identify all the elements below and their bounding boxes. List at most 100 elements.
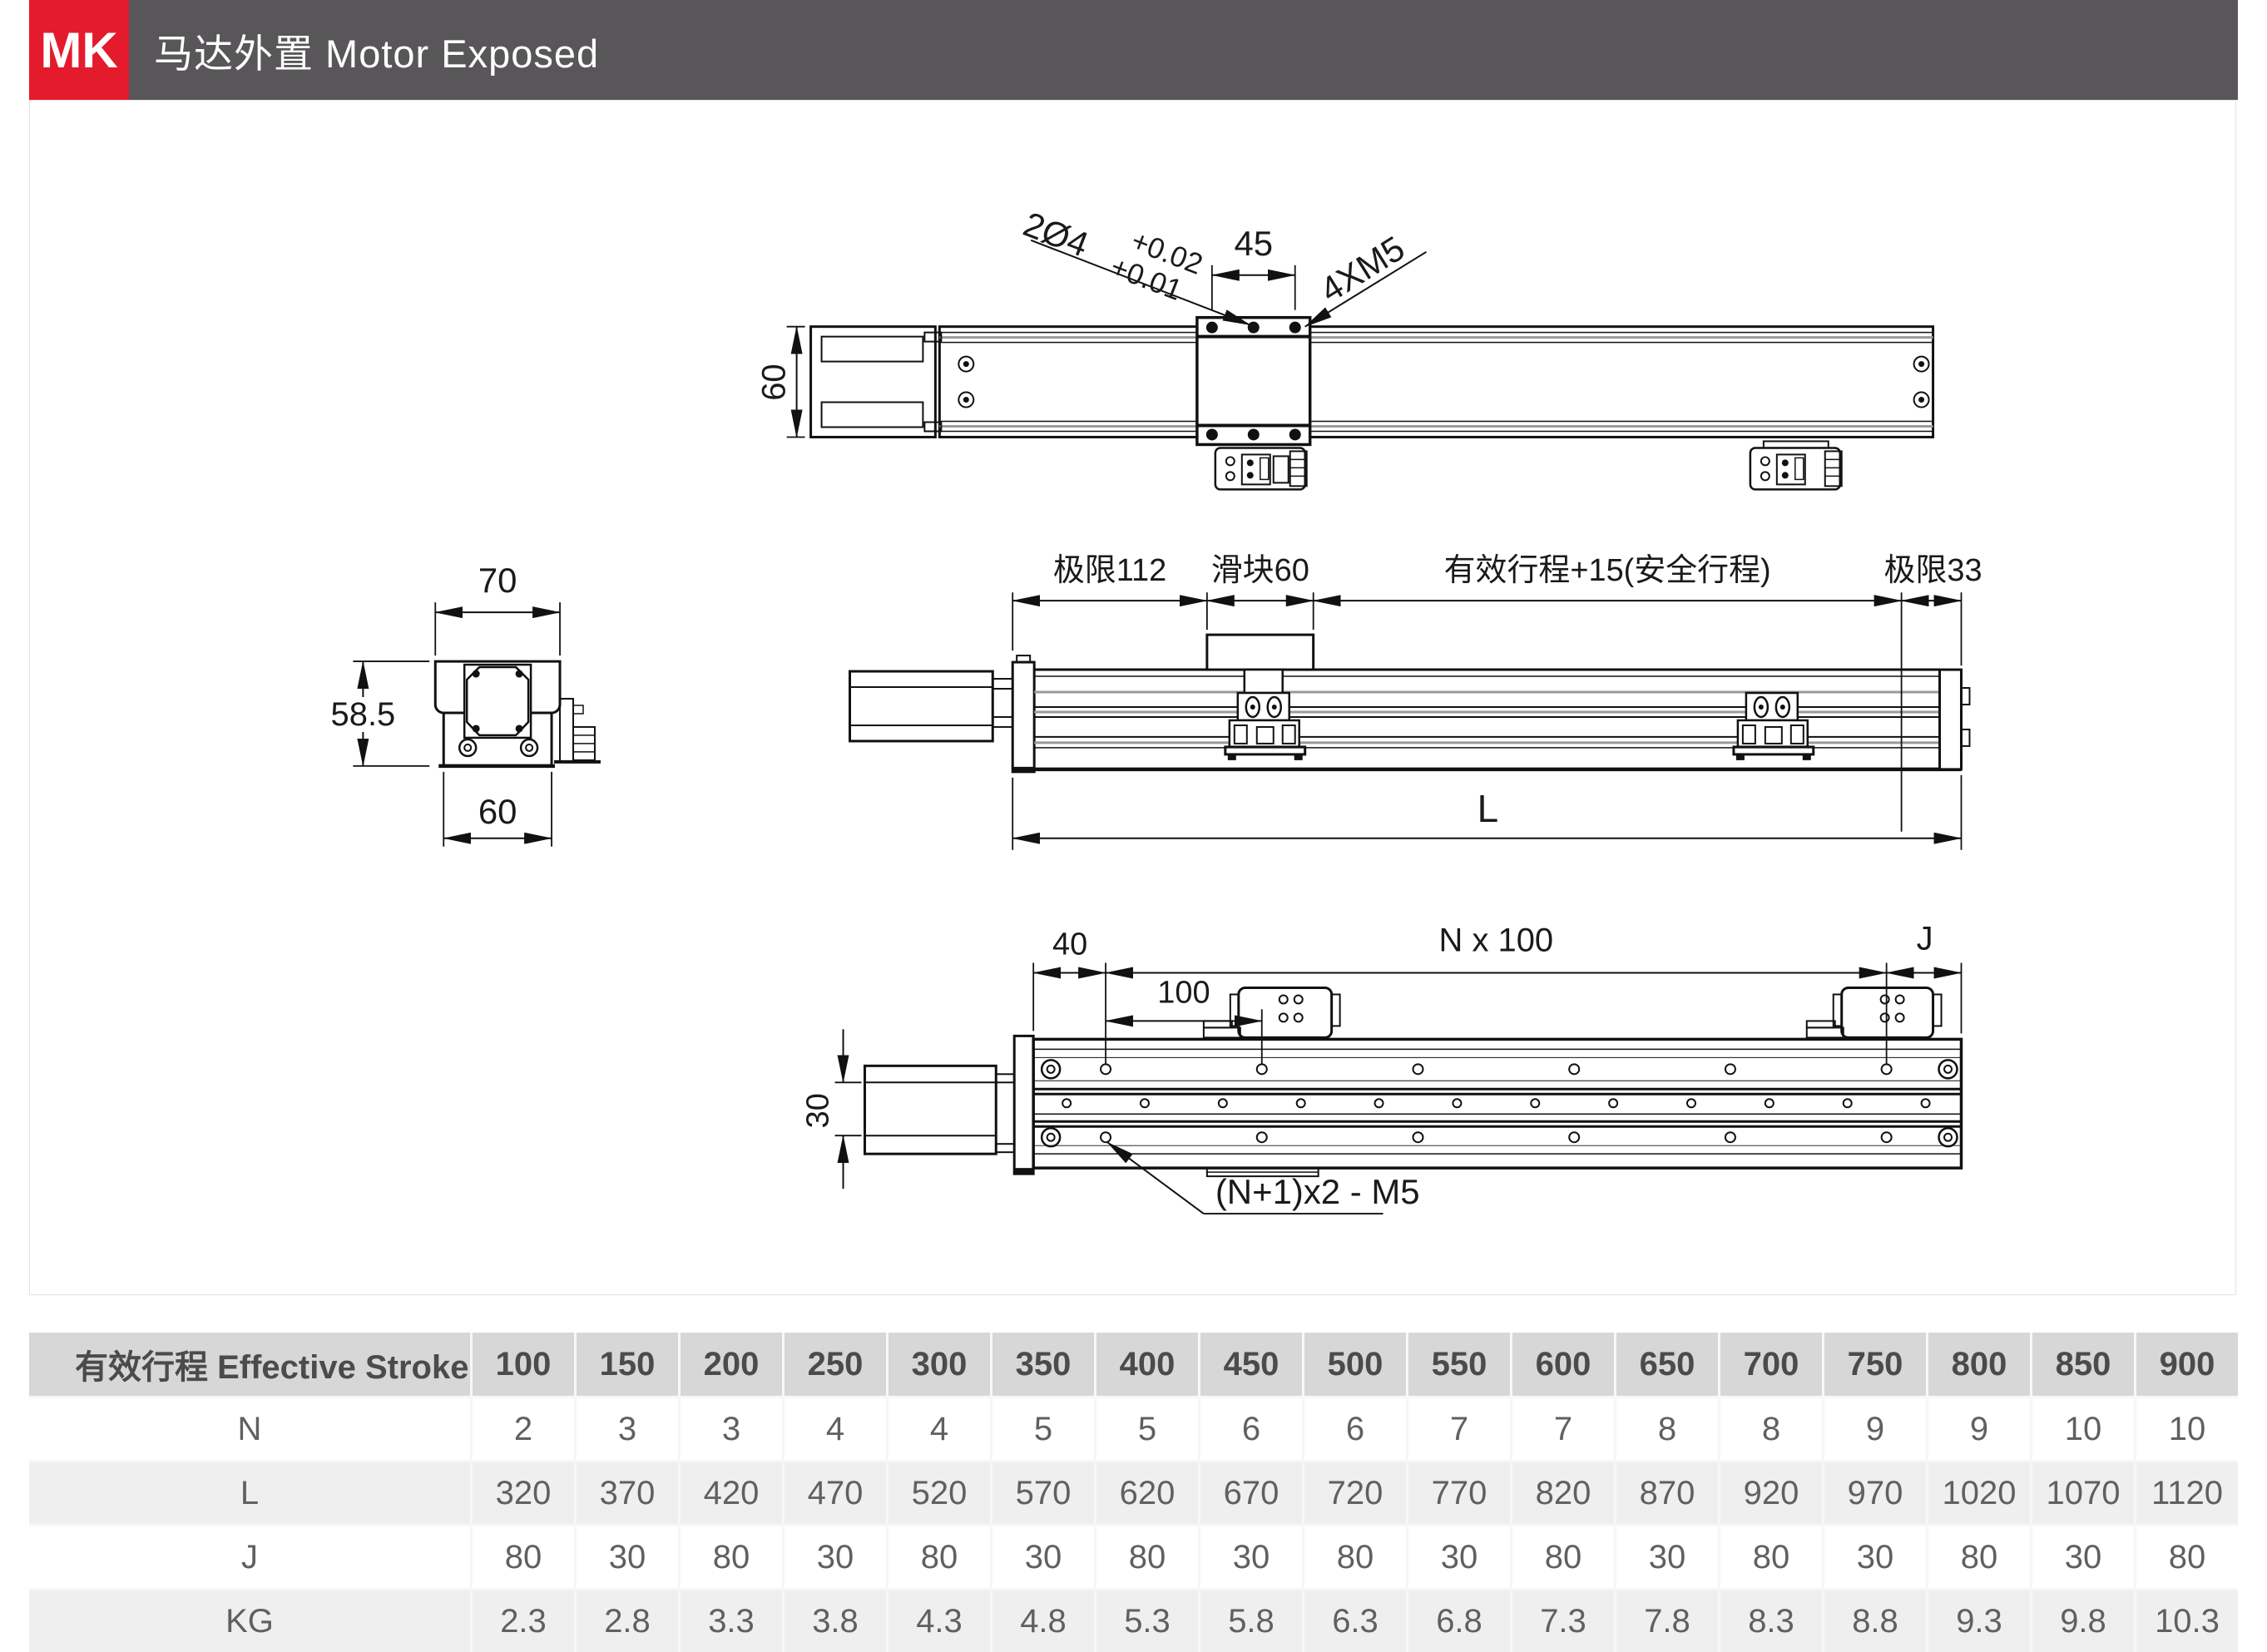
stroke-header-cell: 300 bbox=[888, 1333, 990, 1396]
dim-end: J bbox=[1917, 921, 1933, 957]
table-cell: 8.3 bbox=[1720, 1590, 1822, 1652]
drawing-panel: 60 45 2Ø4 +0.02 +0.01 4XM5 bbox=[29, 100, 2236, 1295]
stroke-table: 有效行程 Effective Stroke 100 150 200 250 300 350 4… bbox=[29, 1333, 2238, 1652]
dim-first-pitch: 100 bbox=[1157, 975, 1210, 1010]
table-cell: 4.8 bbox=[992, 1590, 1094, 1652]
table-cell: 30 bbox=[992, 1526, 1094, 1588]
table-cell: 7 bbox=[1512, 1398, 1614, 1460]
dim-limit-left: 极限112 bbox=[1053, 553, 1166, 588]
dim-shaft-width: 30 bbox=[801, 1093, 836, 1128]
table-cell: 30 bbox=[1200, 1526, 1302, 1588]
table-cell: 720 bbox=[1304, 1462, 1406, 1524]
row-label: N bbox=[29, 1398, 470, 1460]
dim-slider: 滑块60 bbox=[1211, 553, 1309, 588]
dim-stroke: 有效行程+15(安全行程) bbox=[1444, 553, 1771, 588]
dim-section-bottom-width: 60 bbox=[478, 792, 517, 831]
table-cell: 80 bbox=[2136, 1526, 2238, 1588]
table-cell: 920 bbox=[1720, 1462, 1822, 1524]
table-cell: 2 bbox=[473, 1398, 574, 1460]
stroke-header-cell: 150 bbox=[577, 1333, 678, 1396]
limit-sensor-side-view bbox=[1732, 691, 1815, 760]
limit-sensor-top-view bbox=[1749, 440, 1843, 491]
bottom-view: 40 N x 100 J 100 30 (N+1)x2 - M5 bbox=[801, 921, 1963, 1215]
table-cell: 80 bbox=[1304, 1526, 1406, 1588]
table-cell: 30 bbox=[1824, 1526, 1926, 1588]
table-cell: 9.8 bbox=[2032, 1590, 2134, 1652]
table-cell: 420 bbox=[681, 1462, 782, 1524]
stroke-header-cell: 700 bbox=[1720, 1333, 1822, 1396]
mounting-holes bbox=[1040, 1059, 1958, 1148]
dim-offset: 40 bbox=[1052, 927, 1087, 962]
dim-top-width: 60 bbox=[756, 364, 793, 400]
sensor-right-bottom-view bbox=[1805, 986, 1943, 1039]
table-cell: 10 bbox=[2136, 1398, 2238, 1460]
table-cell: 5.8 bbox=[1200, 1590, 1302, 1652]
dim-hole-spacing: 45 bbox=[1234, 224, 1273, 263]
dim-section-height: 58.5 bbox=[331, 696, 396, 733]
dim-limit-right: 极限33 bbox=[1884, 553, 1982, 588]
stroke-header-cell: 450 bbox=[1200, 1333, 1302, 1396]
table-cell: 5.3 bbox=[1096, 1590, 1198, 1652]
table-cell: 9.3 bbox=[1928, 1590, 2030, 1652]
row-label: L bbox=[29, 1462, 470, 1524]
dim-length: L bbox=[1478, 787, 1499, 830]
callout-mount-holes: (N+1)x2 - M5 bbox=[1215, 1172, 1420, 1211]
table-cell: 9 bbox=[1928, 1398, 2030, 1460]
table-cell: 4 bbox=[888, 1398, 990, 1460]
table-cell: 2.8 bbox=[577, 1590, 678, 1652]
dim-pitch: N x 100 bbox=[1439, 922, 1554, 959]
carriage-side-view bbox=[1205, 633, 1315, 760]
top-view: 60 45 2Ø4 +0.02 +0.01 4XM5 bbox=[756, 204, 1935, 491]
table-cell: 9 bbox=[1824, 1398, 1926, 1460]
side-view: 极限112 滑块60 有效行程+15(安全行程) 极限33 L bbox=[849, 553, 1982, 850]
table-cell: 320 bbox=[473, 1462, 574, 1524]
table-cell: 670 bbox=[1200, 1462, 1302, 1524]
stroke-header-cell: 650 bbox=[1616, 1333, 1718, 1396]
table-cell: 30 bbox=[1616, 1526, 1718, 1588]
stroke-header-cell: 250 bbox=[785, 1333, 886, 1396]
sensor-left-bottom-view bbox=[1202, 986, 1341, 1039]
table-cell: 1070 bbox=[2032, 1462, 2134, 1524]
table-cell: 1020 bbox=[1928, 1462, 2030, 1524]
row-label: J bbox=[29, 1526, 470, 1588]
series-badge: MK bbox=[29, 0, 129, 100]
stroke-header-cell: 100 bbox=[473, 1333, 574, 1396]
table-cell: 80 bbox=[1720, 1526, 1822, 1588]
section-view: 70 58.5 60 bbox=[323, 561, 601, 847]
stroke-header-cell: 800 bbox=[1928, 1333, 2030, 1396]
table-cell: 620 bbox=[1096, 1462, 1198, 1524]
callout-pin-holes: 2Ø4 bbox=[1018, 204, 1094, 264]
table-cell: 3 bbox=[681, 1398, 782, 1460]
table-cell: 80 bbox=[681, 1526, 782, 1588]
stroke-table-corner-header: 有效行程 Effective Stroke bbox=[29, 1333, 470, 1396]
dim-section-top-width: 70 bbox=[478, 561, 517, 600]
stroke-header-cell: 900 bbox=[2136, 1333, 2238, 1396]
table-cell: 7.3 bbox=[1512, 1590, 1614, 1652]
stroke-header-cell: 850 bbox=[2032, 1333, 2134, 1396]
table-cell: 1120 bbox=[2136, 1462, 2238, 1524]
stroke-header-cell: 550 bbox=[1408, 1333, 1510, 1396]
table-cell: 5 bbox=[1096, 1398, 1198, 1460]
table-cell: 770 bbox=[1408, 1462, 1510, 1524]
table-cell: 820 bbox=[1512, 1462, 1614, 1524]
table-cell: 870 bbox=[1616, 1462, 1718, 1524]
callout-thread: 4XM5 bbox=[1314, 228, 1412, 309]
table-cell: 8 bbox=[1616, 1398, 1718, 1460]
table-cell: 30 bbox=[785, 1526, 886, 1588]
table-cell: 80 bbox=[1512, 1526, 1614, 1588]
table-cell: 6.8 bbox=[1408, 1590, 1510, 1652]
stroke-header-cell: 400 bbox=[1096, 1333, 1198, 1396]
stroke-header-cell: 750 bbox=[1824, 1333, 1926, 1396]
table-cell: 4.3 bbox=[888, 1590, 990, 1652]
carriage-sensor-top-view bbox=[1214, 447, 1308, 491]
table-cell: 970 bbox=[1824, 1462, 1926, 1524]
table-cell: 30 bbox=[1408, 1526, 1510, 1588]
table-cell: 8 bbox=[1720, 1398, 1822, 1460]
technical-drawing: 60 45 2Ø4 +0.02 +0.01 4XM5 bbox=[323, 204, 1982, 1215]
row-label: KG bbox=[29, 1590, 470, 1652]
table-cell: 520 bbox=[888, 1462, 990, 1524]
table-cell: 5 bbox=[992, 1398, 1094, 1460]
table-cell: 4 bbox=[785, 1398, 886, 1460]
table-cell: 10.3 bbox=[2136, 1590, 2238, 1652]
table-cell: 7 bbox=[1408, 1398, 1510, 1460]
